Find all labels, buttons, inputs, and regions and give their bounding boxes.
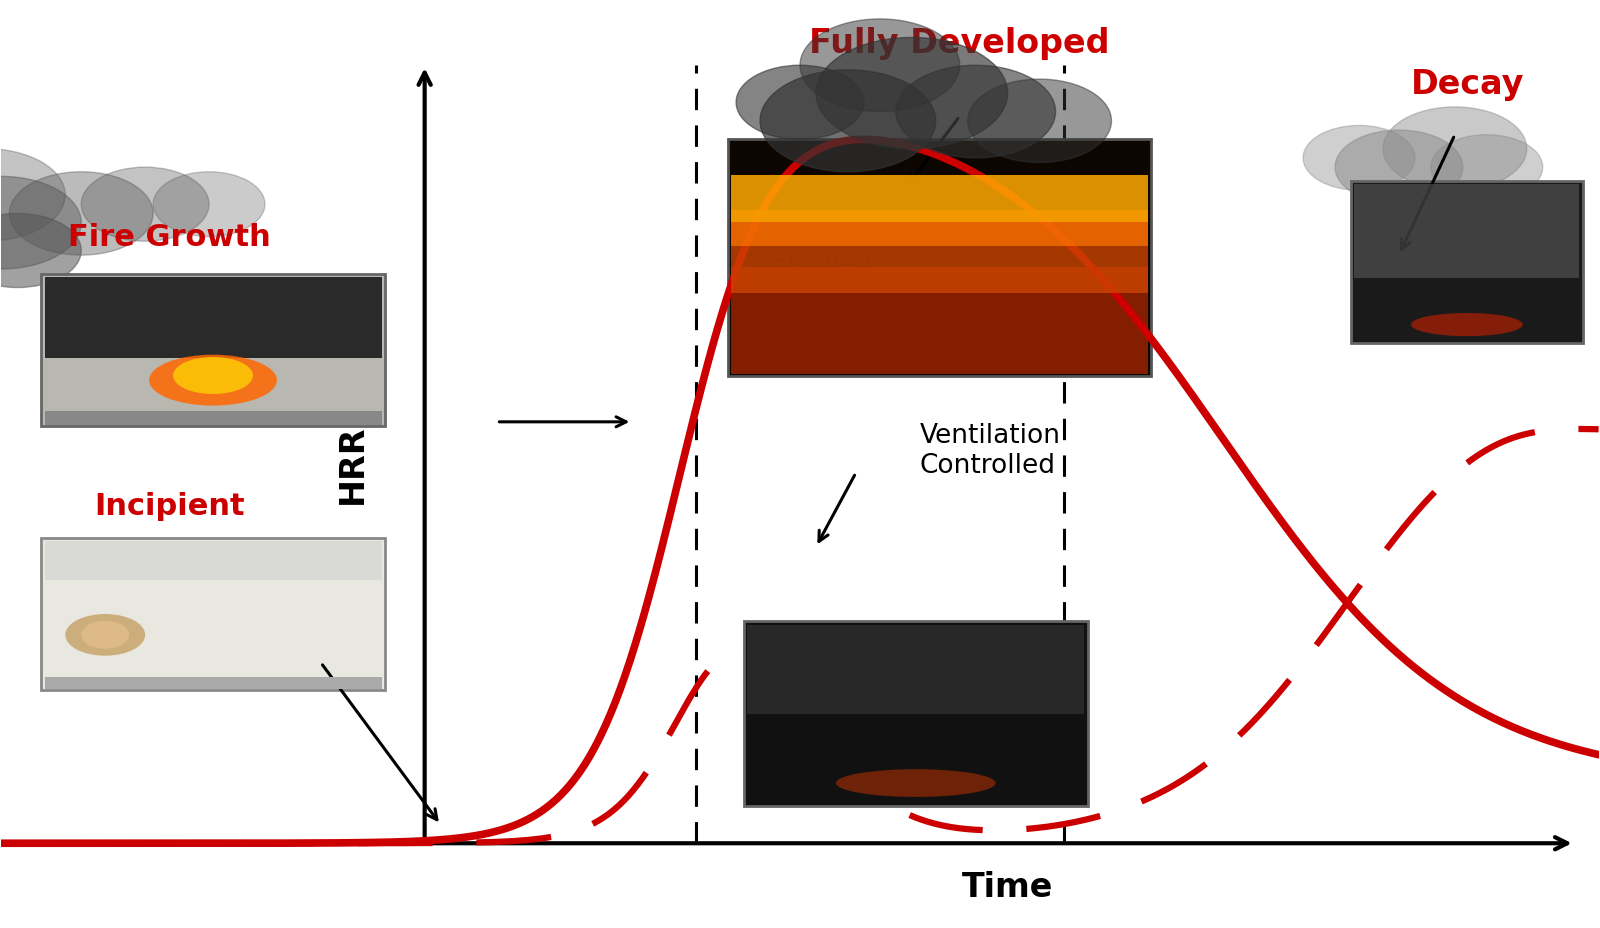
Text: Incipient: Incipient [94,491,245,520]
Circle shape [816,38,1008,149]
Circle shape [0,149,66,242]
FancyBboxPatch shape [747,625,1085,714]
FancyBboxPatch shape [731,268,1149,374]
Circle shape [760,71,936,173]
Text: Decay: Decay [1411,68,1525,101]
Text: Time: Time [962,870,1053,904]
Circle shape [736,66,864,140]
FancyBboxPatch shape [728,140,1152,376]
Text: HRR: HRR [336,424,370,504]
FancyBboxPatch shape [731,175,1149,246]
FancyBboxPatch shape [731,175,1149,223]
FancyBboxPatch shape [42,275,384,427]
Circle shape [968,80,1112,163]
Text: Fuel
Controlled: Fuel Controlled [736,224,872,279]
Text: Ventilation
Controlled: Ventilation Controlled [920,422,1061,478]
Circle shape [82,168,210,242]
Circle shape [800,19,960,112]
Circle shape [0,177,82,270]
Ellipse shape [66,614,146,656]
Ellipse shape [835,769,995,797]
FancyBboxPatch shape [45,541,381,581]
Circle shape [896,66,1056,159]
Circle shape [154,173,266,238]
FancyBboxPatch shape [45,277,381,358]
Circle shape [1430,135,1542,200]
FancyBboxPatch shape [744,621,1088,806]
Ellipse shape [82,621,130,649]
Text: Fire Growth: Fire Growth [67,223,270,251]
Circle shape [10,173,154,256]
FancyBboxPatch shape [1354,185,1579,279]
Circle shape [1382,108,1526,191]
Ellipse shape [1411,314,1523,337]
Text: Fully Developed: Fully Developed [810,27,1110,59]
Ellipse shape [173,357,253,394]
FancyBboxPatch shape [731,211,1149,293]
Ellipse shape [149,355,277,406]
FancyBboxPatch shape [1350,182,1582,343]
Circle shape [1334,131,1462,205]
Circle shape [1302,126,1414,191]
FancyBboxPatch shape [45,677,381,689]
Text: Decay: Decay [906,747,995,773]
FancyBboxPatch shape [42,538,384,690]
Circle shape [0,214,82,289]
FancyBboxPatch shape [45,411,381,425]
